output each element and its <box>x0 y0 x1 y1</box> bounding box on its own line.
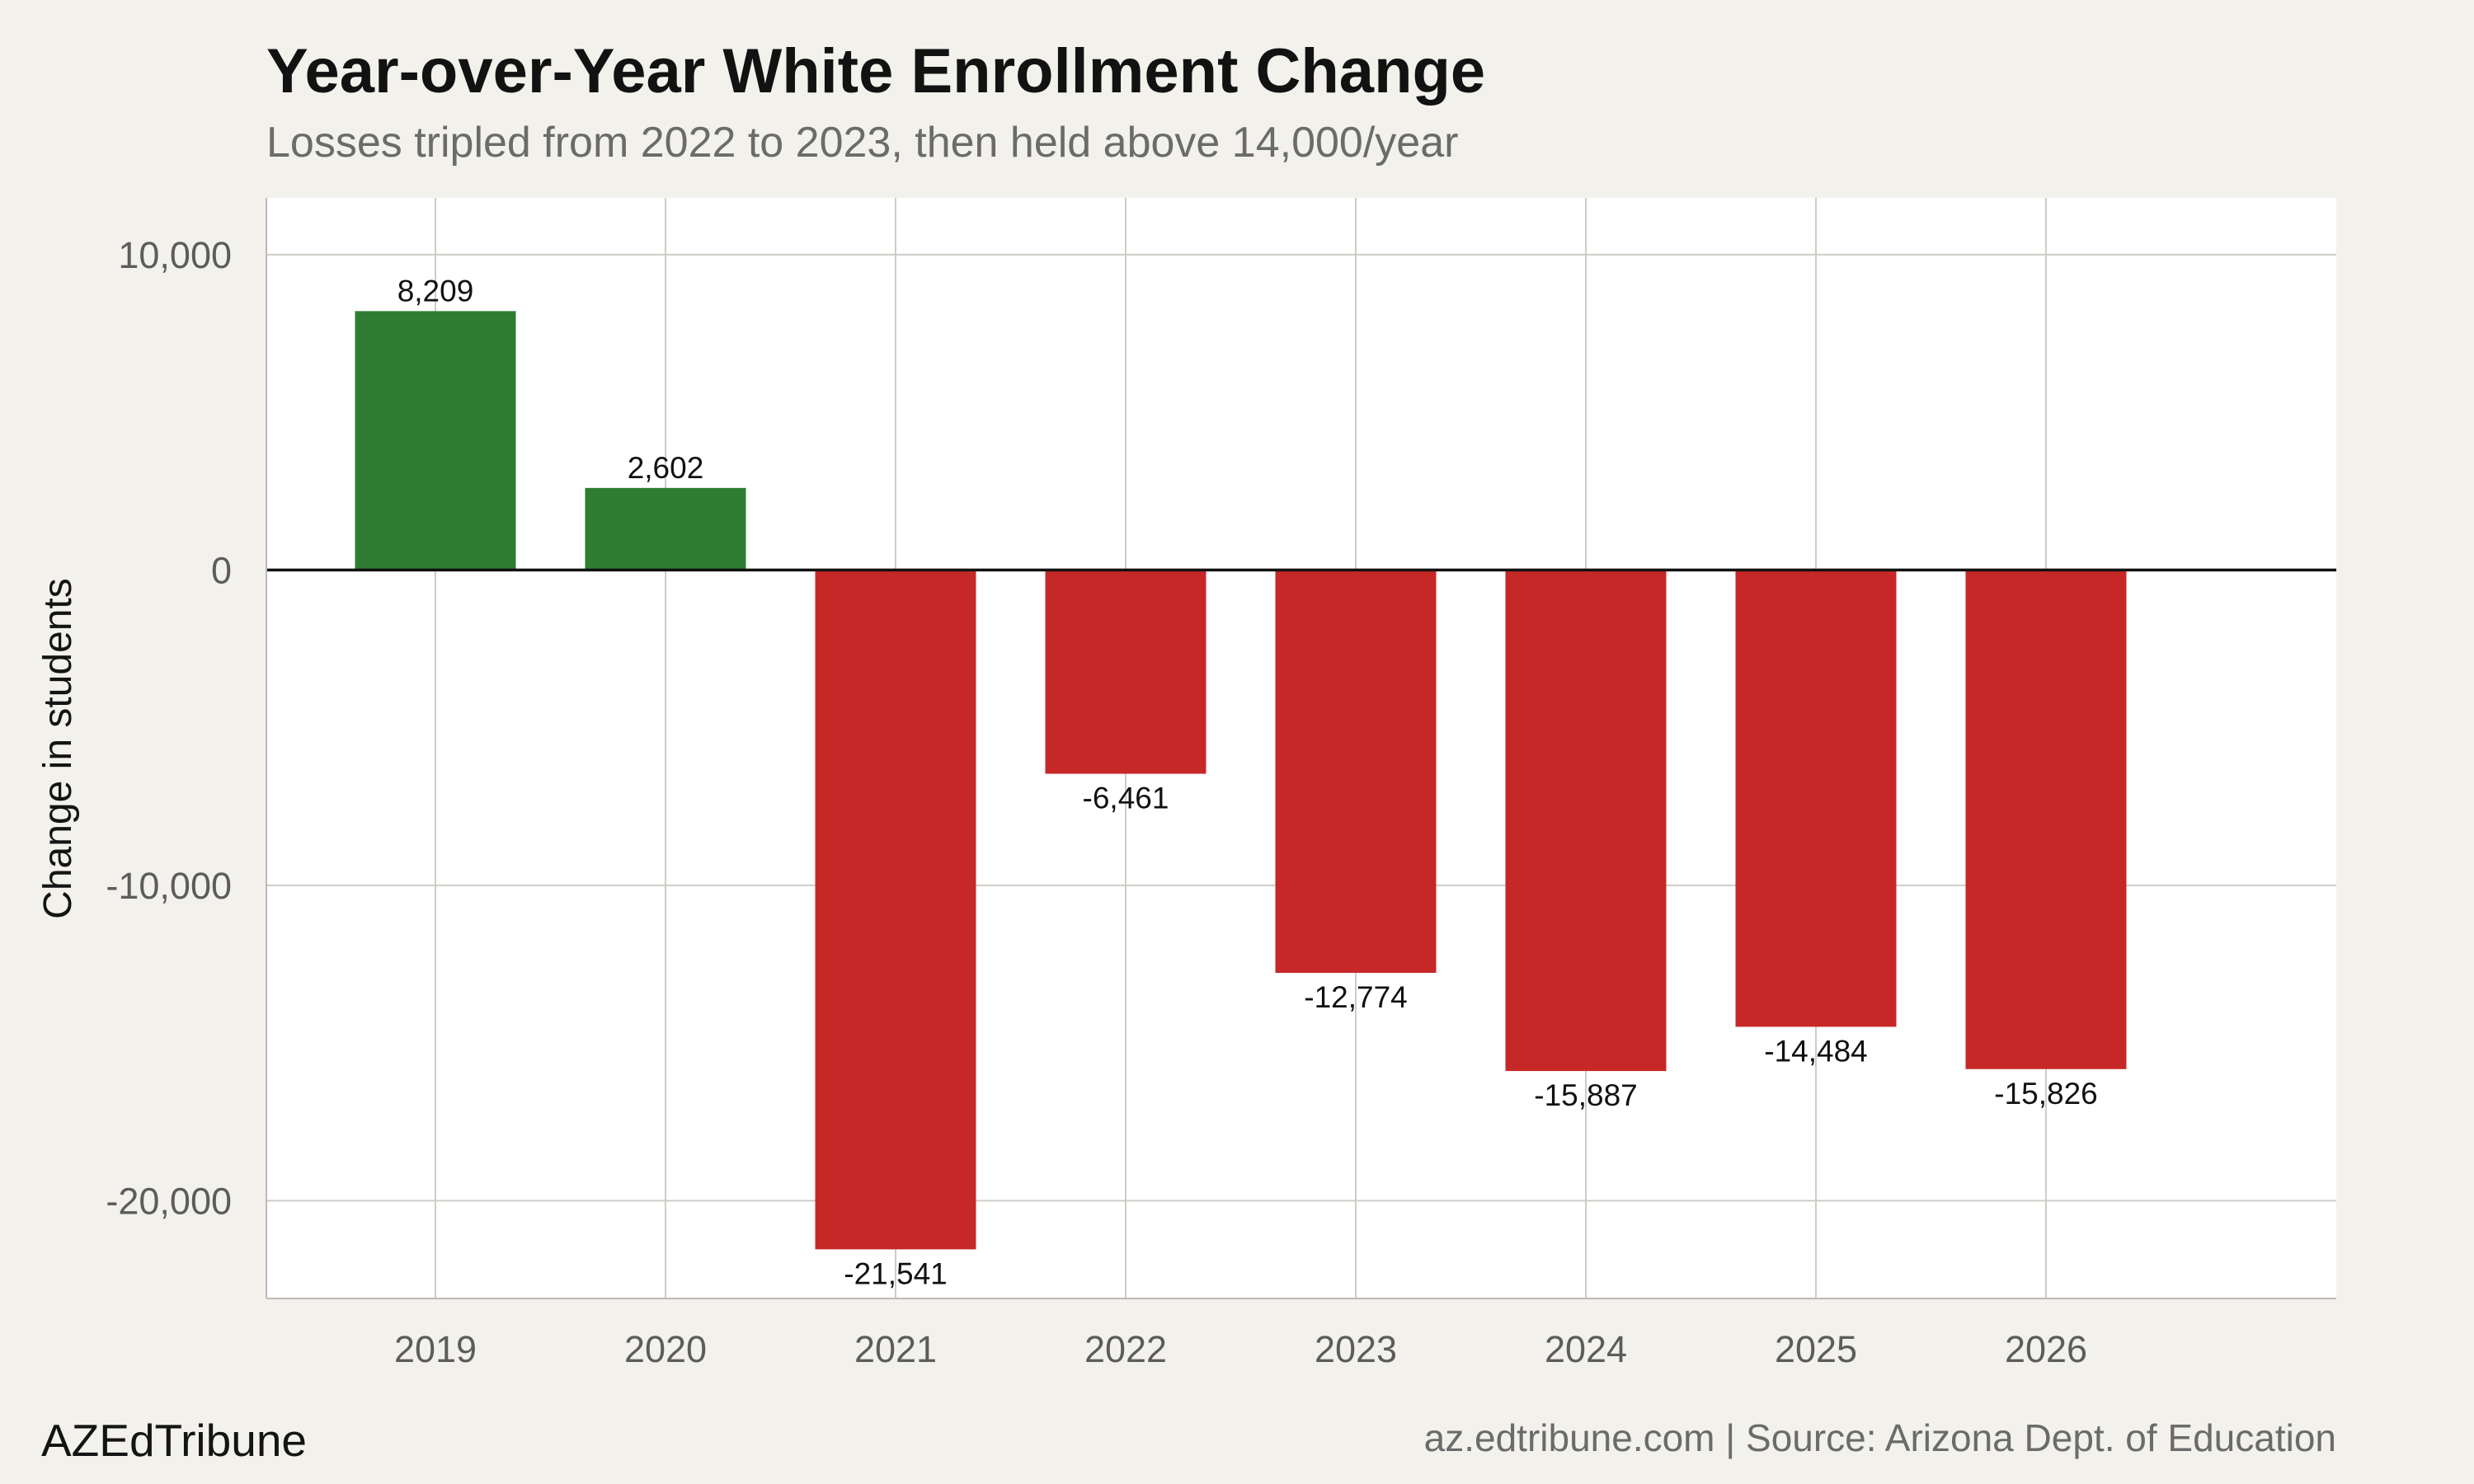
y-tick-label: -10,000 <box>106 865 232 907</box>
data-label-2020: 2,602 <box>628 451 704 485</box>
bar-2025 <box>1735 570 1897 1027</box>
bars <box>355 311 2127 1250</box>
data-labels: 8,209 2,602 -21,541 -6,461 -12,774 -15,887 -14… <box>397 274 2098 1290</box>
y-axis-label: Change in students <box>36 578 80 919</box>
x-tick-label: 2023 <box>1315 1328 1397 1370</box>
y-axis-ticks: 10,000 0 -10,000 -20,000 <box>106 234 232 1223</box>
bar-2021 <box>815 570 976 1250</box>
x-tick-label: 2020 <box>624 1328 707 1370</box>
bar-2023 <box>1275 570 1437 974</box>
data-label-2026: -15,826 <box>1994 1077 2098 1111</box>
x-tick-label: 2021 <box>854 1328 937 1370</box>
bar-2022 <box>1045 570 1206 774</box>
chart-subtitle: Losses tripled from 2022 to 2023, then h… <box>266 119 1458 167</box>
data-label-2024: -15,887 <box>1534 1078 1638 1112</box>
bar-2024 <box>1505 570 1667 1072</box>
x-tick-label: 2026 <box>2005 1328 2087 1370</box>
x-tick-label: 2022 <box>1084 1328 1167 1370</box>
bar-2020 <box>585 487 746 571</box>
y-tick-label: 0 <box>211 549 232 591</box>
x-tick-label: 2024 <box>1545 1328 1627 1370</box>
data-label-2025: -14,484 <box>1764 1034 1868 1068</box>
chart-title: Year-over-Year White Enrollment Change <box>266 36 1485 106</box>
y-tick-label: 10,000 <box>118 234 232 276</box>
brand-logo-text: AZEdTribune <box>41 1415 307 1466</box>
data-label-2019: 8,209 <box>397 274 474 308</box>
bar-2026 <box>1965 570 2127 1069</box>
bar-2019 <box>355 311 516 571</box>
data-label-2023: -12,774 <box>1304 980 1408 1014</box>
source-credit: az.edtribune.com | Source: Arizona Dept.… <box>1424 1416 2336 1459</box>
data-label-2022: -6,461 <box>1083 782 1169 815</box>
data-label-2021: -21,541 <box>844 1256 948 1290</box>
x-tick-label: 2025 <box>1775 1328 1857 1370</box>
x-axis-ticks: 2019 2020 2021 2022 2023 2024 2025 2026 <box>394 1328 2087 1370</box>
x-tick-label: 2019 <box>394 1328 477 1370</box>
y-tick-label: -20,000 <box>106 1180 232 1222</box>
